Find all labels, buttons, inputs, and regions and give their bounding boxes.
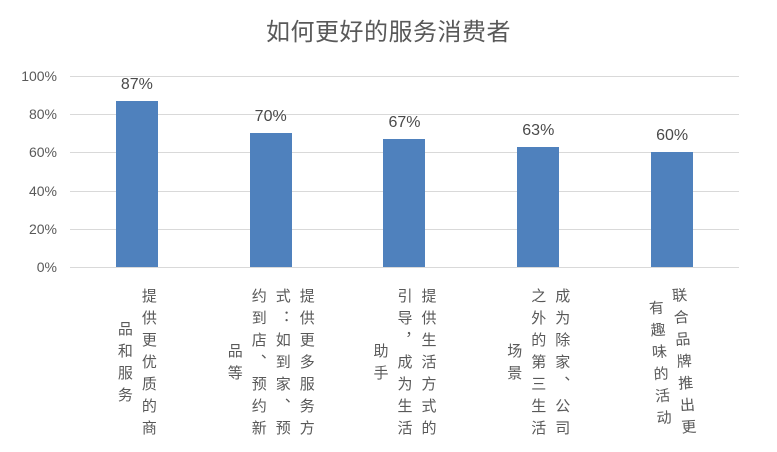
category-label: 提供更多服务方 式：如到家、预 约到店、预约新 品等 [225, 288, 316, 442]
bar-group: 87% [70, 76, 204, 267]
gridline [70, 267, 739, 268]
bars-row: 87% 70% 67% 63% 60% [70, 76, 739, 267]
category-label: 成为除家、公司 之外的第三生活 场景 [505, 288, 572, 442]
x-axis-category-labels: 提供更优质的商 品和服务 提供更多服务方 式：如到家、预 约到店、预约新 品等 … [70, 278, 739, 452]
bar[interactable] [517, 146, 560, 267]
bar-value-label: 70% [254, 108, 287, 126]
bar-value-label: 67% [388, 114, 421, 132]
category-slot: 提供生活方式的 引导，成为生活 助手 [338, 278, 472, 452]
category-label: 联合品牌推出更 有趣味的活动 [646, 286, 699, 442]
bar[interactable] [249, 133, 292, 267]
category-slot: 提供更多服务方 式：如到家、预 约到店、预约新 品等 [204, 278, 338, 452]
bar-value-label: 60% [656, 127, 689, 145]
bar[interactable] [115, 100, 158, 267]
category-label: 提供生活方式的 引导，成为生活 助手 [371, 288, 438, 442]
y-axis: 100% 80% 60% 40% 20% 0% [0, 68, 57, 275]
bar-value-label: 87% [120, 75, 153, 93]
bar-group: 60% [605, 76, 739, 267]
y-axis-tick-label: 40% [28, 182, 57, 199]
chart-title: 如何更好的服务消费者 [266, 18, 511, 46]
y-axis-tick-label: 0% [36, 259, 57, 275]
category-label: 提供更优质的商 品和服务 [115, 288, 158, 442]
gridline [70, 114, 739, 116]
bar[interactable] [383, 139, 426, 267]
y-axis-tick-label: 20% [28, 220, 57, 237]
y-axis-tick-label: 100% [21, 68, 57, 84]
bar-value-label: 63% [522, 121, 555, 139]
plot-area: 87% 70% 67% 63% 60% [70, 76, 739, 268]
category-slot: 成为除家、公司 之外的第三生活 场景 [471, 278, 605, 452]
category-slot: 联合品牌推出更 有趣味的活动 [605, 278, 739, 452]
y-axis-tick-label: 60% [28, 144, 57, 161]
bar[interactable] [651, 152, 694, 267]
bar-group: 70% [204, 76, 338, 267]
bar-group: 67% [338, 76, 472, 267]
y-axis-tick-label: 80% [28, 106, 57, 123]
gridline [70, 76, 739, 77]
category-slot: 提供更优质的商 品和服务 [70, 278, 204, 452]
bar-group: 63% [471, 76, 605, 267]
